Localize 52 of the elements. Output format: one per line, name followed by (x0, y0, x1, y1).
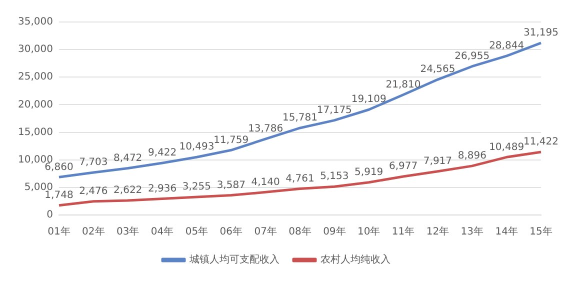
x-tick-label: 08年 (288, 226, 312, 238)
x-tick-label: 15年 (530, 226, 552, 238)
data-label: 15,781 (282, 112, 318, 124)
x-tick-label: 10年 (357, 226, 380, 238)
data-label: 3,255 (182, 182, 212, 193)
data-label: 6,977 (388, 161, 418, 172)
x-tick-label: 01年 (48, 226, 70, 238)
data-label: 17,175 (316, 104, 352, 116)
data-label: 24,565 (420, 64, 456, 76)
y-tick-label: 30,000 (18, 44, 53, 56)
x-tick-label: 07年 (254, 226, 277, 238)
data-label: 8,896 (458, 150, 486, 162)
y-tick-label: 20,000 (18, 99, 53, 110)
x-tick-label: 12年 (426, 226, 450, 238)
data-label: 4,140 (251, 176, 280, 188)
data-label: 5,919 (354, 166, 384, 178)
y-tick-label: 15,000 (18, 126, 53, 138)
data-label: 11,759 (214, 134, 249, 146)
data-label: 7,917 (423, 156, 452, 167)
x-tick-label: 02年 (82, 226, 105, 238)
data-label: 5,153 (320, 171, 349, 182)
x-tick-label: 05年 (185, 226, 208, 238)
y-tick-label: 25,000 (18, 72, 53, 83)
x-tick-label: 06年 (220, 226, 243, 238)
x-tick-label: 03年 (116, 226, 140, 238)
data-label: 4,761 (286, 173, 314, 184)
data-label: 19,109 (351, 94, 386, 106)
y-tick-label: 0 (46, 210, 53, 221)
data-label: 13,786 (248, 124, 284, 135)
data-label: 21,810 (386, 79, 421, 90)
data-label: 10,493 (179, 142, 214, 153)
data-label: 1,748 (44, 190, 74, 201)
data-label: 26,955 (454, 50, 490, 62)
data-label: 8,472 (114, 152, 142, 164)
data-label: 2,936 (148, 183, 177, 194)
legend-label: 农村人均纯收入 (320, 254, 390, 266)
x-tick-label: 14年 (495, 226, 518, 238)
x-tick-label: 09年 (323, 226, 346, 238)
data-label: 9,422 (148, 148, 177, 159)
data-label: 2,476 (79, 186, 108, 197)
data-label: 28,844 (489, 40, 524, 52)
x-tick-label: 04年 (150, 226, 174, 238)
legend-label: 城镇人均可支配收入 (188, 254, 280, 266)
data-label: 3,587 (216, 180, 246, 191)
data-label: 10,489 (489, 142, 524, 153)
x-tick-label: 13年 (460, 226, 484, 238)
data-label: 31,195 (524, 28, 558, 39)
data-label: 2,622 (114, 185, 142, 196)
x-tick-label: 11年 (392, 226, 415, 238)
data-label: 7,703 (79, 157, 108, 168)
data-label: 11,422 (524, 136, 558, 148)
y-tick-label: 35,000 (18, 16, 53, 28)
